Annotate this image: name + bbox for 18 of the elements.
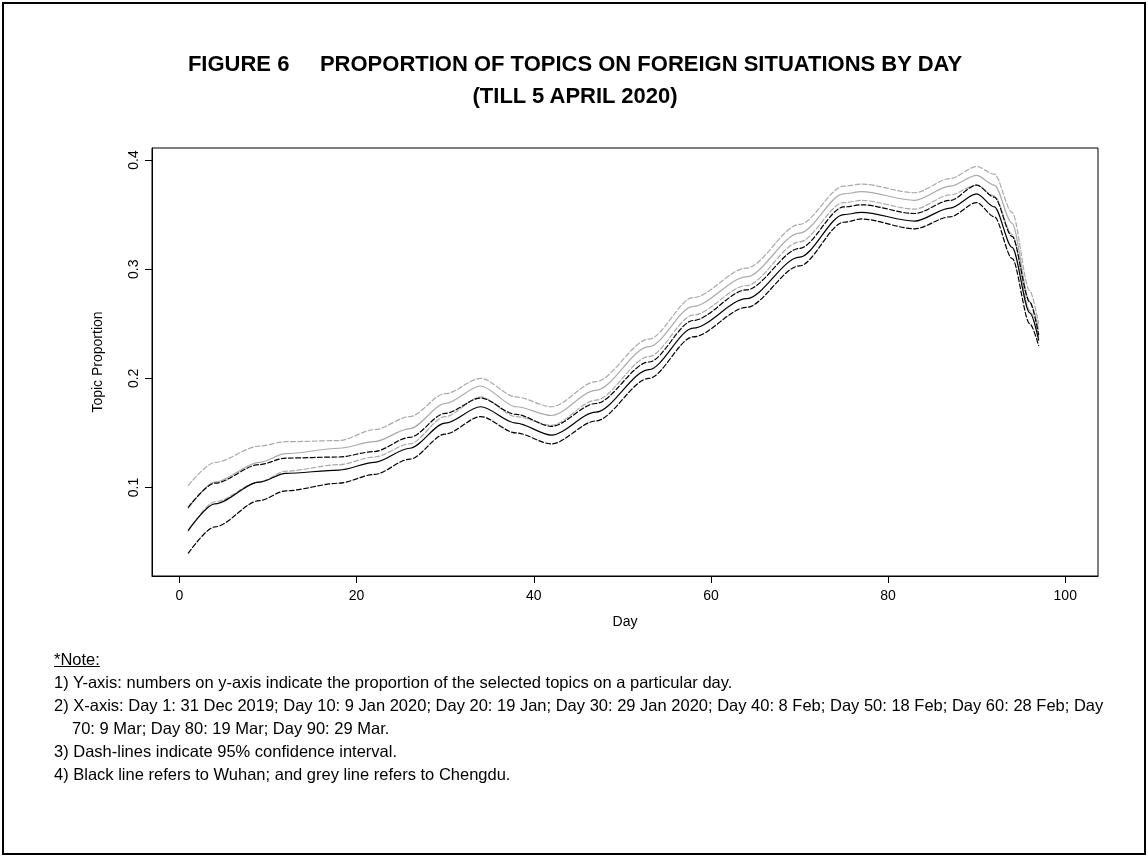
y-tick-label: 0.2	[125, 368, 141, 389]
x-tick-label: 0	[175, 587, 184, 603]
text: 1) Y-axis: numbers on y-axis indicate the proportion of the selected topics on a particular day.	[54, 672, 734, 693]
chart-title: FIGURE 6 PROPORTION OF TOPICS ON FOREIGN SITUATIONS BY DAY (TILL 5 APRIL 2020)	[186, 50, 964, 110]
x-axis-title: Day	[612, 613, 638, 629]
x-tick-label: 40	[525, 587, 542, 603]
text: 4) Black line refers to Wuhan; and grey line refers to Chengdu.	[54, 764, 512, 785]
y-tick-label: 0.3	[125, 259, 141, 279]
text: 2) X-axis: Day 1: 31 Dec 2019; Day 10: 9 Jan 2020; Day 20: 19 Jan; Day 30: 29 Jan 2020; Day 40: 8 Feb; Day 50: 18 Feb; Day 60: 28 Feb; Day 70: 9 Mar; Day 80: 19 Mar; Day 90: 29 Mar.	[54, 695, 1105, 739]
x-tick-label: 60	[703, 587, 719, 603]
x-tick-label: 100	[1053, 587, 1078, 603]
y-tick-label: 0.1	[125, 477, 141, 498]
y-axis-title: Topic Proportion	[89, 311, 105, 413]
y-tick-label: 0.4	[125, 150, 141, 170]
x-tick-label: 20	[348, 587, 365, 603]
text: *Note:	[54, 649, 101, 670]
x-tick-label: 80	[880, 587, 897, 603]
text: 3) Dash-lines indicate 95% confidence interval.	[54, 741, 399, 762]
